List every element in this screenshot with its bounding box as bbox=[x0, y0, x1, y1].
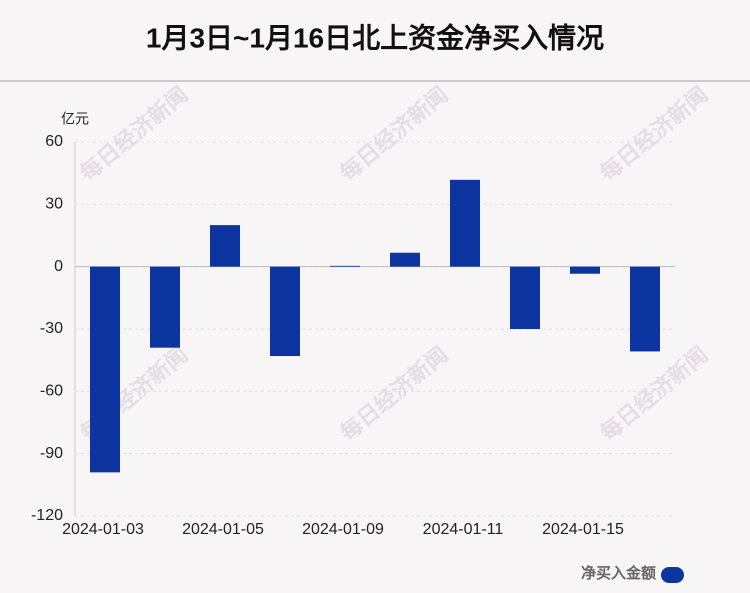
x-tick-label: 2024-01-03 bbox=[62, 521, 144, 538]
bar bbox=[570, 266, 600, 274]
x-tick-label: 2024-01-05 bbox=[182, 521, 264, 538]
bar bbox=[390, 252, 420, 267]
y-tick-label: -90 bbox=[40, 445, 63, 462]
bar bbox=[630, 266, 660, 352]
legend-swatch bbox=[661, 567, 684, 583]
x-tick-label: 2024-01-09 bbox=[302, 521, 384, 538]
y-tick-label: -60 bbox=[40, 383, 63, 400]
y-tick-label: -30 bbox=[40, 320, 63, 337]
bar bbox=[90, 266, 120, 473]
bar bbox=[510, 266, 540, 329]
y-unit: 亿元 bbox=[61, 111, 89, 127]
y-tick-label: 30 bbox=[45, 196, 63, 213]
bar bbox=[270, 266, 300, 357]
bar bbox=[450, 179, 480, 267]
y-tick-label: 60 bbox=[45, 133, 63, 150]
x-tick-label: 2024-01-11 bbox=[423, 521, 504, 538]
chart-title: 1月3日~1月16日北上资金净买入情况 bbox=[146, 21, 604, 53]
legend-label: 净买入金额 bbox=[581, 564, 656, 582]
y-tick-label: -120 bbox=[31, 507, 63, 524]
y-tick-label: 0 bbox=[54, 258, 63, 275]
bar bbox=[150, 266, 180, 348]
x-tick-label: 2024-01-15 bbox=[542, 521, 624, 538]
bar bbox=[210, 225, 240, 267]
bar bbox=[330, 265, 360, 267]
